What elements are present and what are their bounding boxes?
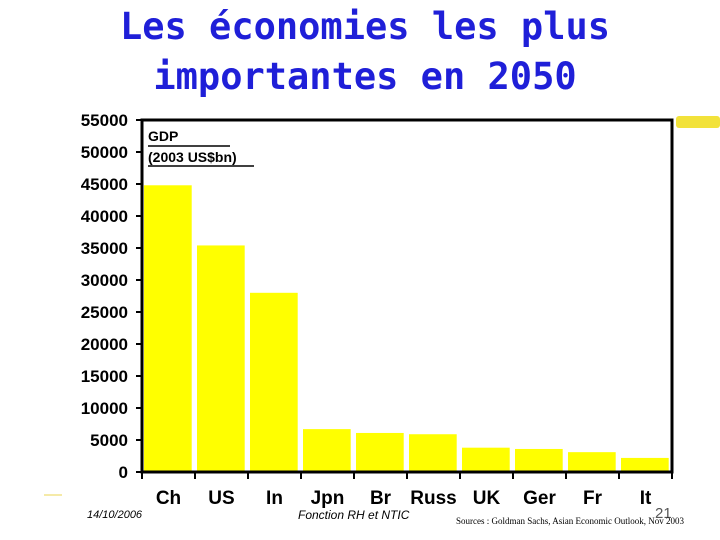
footer-date: 14/10/2006 <box>87 509 143 521</box>
x-tick-label: Ch <box>156 488 181 509</box>
bar-us <box>197 245 245 472</box>
sources-note: Sources : Goldman Sachs, Asian Economic … <box>456 516 684 526</box>
y-tick-label: 55000 <box>81 111 128 130</box>
x-tick-label: Russ <box>410 488 456 509</box>
y-tick-label: 40000 <box>81 207 128 226</box>
bar-br <box>356 432 404 472</box>
y-tick-label: 5000 <box>90 431 128 450</box>
y-tick-label: 15000 <box>81 367 128 386</box>
y-tick-label: 50000 <box>81 143 128 162</box>
x-tick-label: It <box>640 488 652 509</box>
y-tick-label: 10000 <box>81 399 128 418</box>
bar-in <box>250 292 298 472</box>
y-tick-label: 35000 <box>81 239 128 258</box>
decorative-highlight-bar <box>676 116 720 128</box>
slide-title: Les économies les plus importantes en 20… <box>0 2 720 102</box>
bar-ger <box>515 448 563 472</box>
bar-russ <box>409 434 457 472</box>
y-tick-label: 25000 <box>81 303 128 322</box>
page-number: 21 <box>655 505 672 522</box>
y-tick-label: 0 <box>119 463 128 482</box>
unit-label-line-1: GDP <box>148 128 178 144</box>
bar-it <box>621 457 669 472</box>
unit-label-line-2: (2003 US$bn) <box>148 149 237 165</box>
x-tick-label: UK <box>473 488 501 509</box>
bar-jpn <box>303 429 351 472</box>
title-line-1: Les économies les plus <box>119 5 611 48</box>
x-tick-label: In <box>266 488 283 509</box>
x-tick-label: Ger <box>523 488 556 509</box>
y-tick-label: 20000 <box>81 335 128 354</box>
x-tick-label: US <box>208 488 234 509</box>
x-tick-label: Jpn <box>311 488 345 509</box>
decorative-divider <box>44 494 62 496</box>
y-tick-label: 30000 <box>81 271 128 290</box>
x-tick-label: Fr <box>583 488 603 509</box>
bar-ch <box>144 185 192 472</box>
x-tick-label: Br <box>370 488 392 509</box>
bar-fr <box>568 452 616 472</box>
bar-uk <box>462 447 510 472</box>
title-line-2: importantes en 2050 <box>153 55 577 98</box>
y-tick-label: 45000 <box>81 175 128 194</box>
footer-title: Fonction RH et NTIC <box>298 508 410 522</box>
